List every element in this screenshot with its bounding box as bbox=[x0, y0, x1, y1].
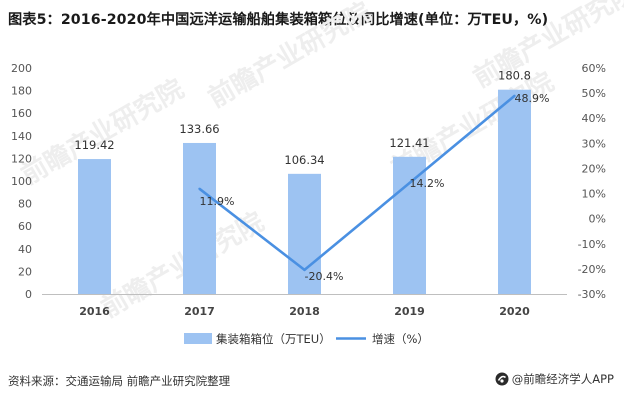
bar bbox=[288, 173, 321, 294]
line-value-label: 11.9% bbox=[200, 195, 235, 208]
line-point bbox=[408, 181, 411, 185]
x-tick-label: 2019 bbox=[394, 305, 425, 318]
legend-bar-swatch bbox=[184, 333, 212, 344]
line-point bbox=[198, 187, 201, 190]
bar-value-label: 119.42 bbox=[74, 138, 114, 152]
growth-line bbox=[198, 94, 516, 272]
bar bbox=[183, 142, 216, 294]
y-left-tick-label: 40 bbox=[18, 243, 32, 256]
y-left-tick-label: 180 bbox=[11, 85, 32, 98]
y-right-tick-label: -10% bbox=[578, 238, 606, 251]
y-left-tick-label: 20 bbox=[18, 265, 32, 278]
y-left-tick-label: 140 bbox=[11, 130, 32, 143]
y-right-tick-label: 60% bbox=[582, 62, 606, 75]
y-left-tick-label: 80 bbox=[18, 198, 32, 211]
line-point bbox=[513, 94, 516, 98]
source-note: 资料来源：交通运输局 前瞻产业研究院整理 bbox=[8, 374, 231, 388]
qianzhan-logo-icon bbox=[495, 372, 509, 386]
y-right-tick-label: -20% bbox=[578, 263, 606, 276]
y-right-tick-label: 0% bbox=[589, 213, 606, 226]
x-tick-label: 2016 bbox=[79, 305, 110, 318]
y-left-tick-label: 100 bbox=[11, 175, 32, 188]
legend-bar-label: 集装箱箱位（万TEU） bbox=[216, 332, 331, 346]
bar bbox=[393, 156, 426, 294]
y-left-tick-label: 160 bbox=[11, 107, 32, 120]
y-right-tick-label: 30% bbox=[582, 137, 606, 150]
y-left-tick-label: 60 bbox=[18, 220, 32, 233]
y-right-tick-label: -30% bbox=[578, 288, 606, 301]
y-right-tick-label: 50% bbox=[582, 87, 606, 100]
watermark-text: 前瞻产业研究院 bbox=[203, 0, 376, 114]
bar bbox=[498, 89, 531, 294]
axes: 0 20 40 60 80 100 120 140 160 180 200 -30% -20% -10% 0… bbox=[11, 62, 606, 318]
y-left-tick-label: 200 bbox=[11, 62, 32, 75]
line-value-label: -20.4% bbox=[305, 270, 344, 283]
line-point bbox=[303, 268, 306, 272]
bar bbox=[78, 159, 111, 294]
bar-value-label: 106.34 bbox=[284, 153, 324, 167]
y-right-tick-label: 10% bbox=[582, 188, 606, 201]
y-right-tick-label: 20% bbox=[582, 162, 606, 175]
y-left-tick-label: 0 bbox=[25, 288, 32, 301]
chart-title: 图表5：2016-2020年中国远洋运输船舶集装箱箱位及同比增速(单位：万TEU… bbox=[8, 12, 549, 28]
line-value-label: 14.2% bbox=[410, 177, 445, 190]
y-right-tick-label: 40% bbox=[582, 112, 606, 125]
line-value-label: 48.9% bbox=[515, 92, 550, 105]
brand-text: @前瞻经济学人APP bbox=[511, 372, 614, 386]
line-series bbox=[198, 94, 516, 272]
x-tick-label: 2018 bbox=[289, 305, 320, 318]
brand-credit: @前瞻经济学人APP bbox=[495, 371, 614, 387]
bar-value-label: 133.66 bbox=[179, 122, 219, 136]
legend: 集装箱箱位（万TEU） 增速（%） bbox=[184, 332, 429, 346]
y-left-tick-label: 120 bbox=[11, 152, 32, 165]
x-tick-label: 2020 bbox=[499, 305, 530, 318]
bar-series bbox=[78, 89, 531, 294]
x-tick-label: 2017 bbox=[184, 305, 215, 318]
data-labels: 119.42 133.66 106.34 121.41 180.8 11.9% -20.4%… bbox=[74, 69, 549, 283]
legend-line-label: 增速（%） bbox=[372, 332, 429, 346]
bar-value-label: 121.41 bbox=[389, 136, 429, 150]
bar-value-label: 180.8 bbox=[498, 69, 531, 83]
